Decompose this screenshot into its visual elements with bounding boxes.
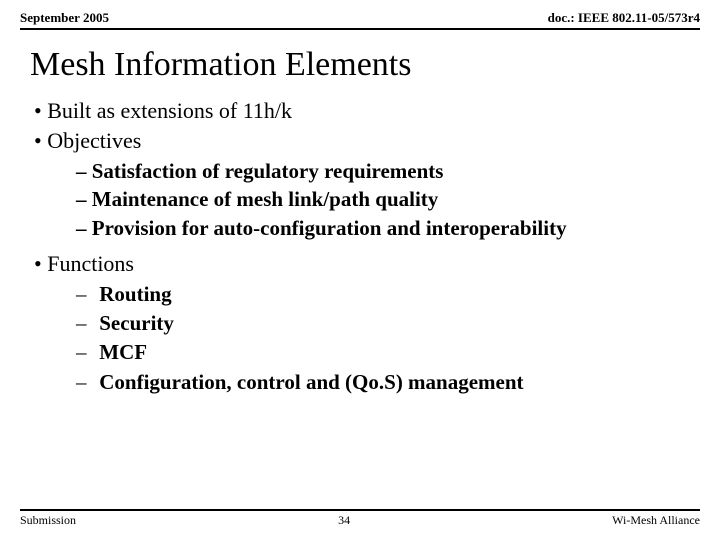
footer-page-number: 34 (76, 513, 612, 528)
slide-title: Mesh Information Elements (30, 46, 700, 84)
slide-header: September 2005 doc.: IEEE 802.11-05/573r… (20, 10, 700, 30)
slide-footer: Submission 34 Wi-Mesh Alliance (20, 509, 700, 528)
header-doc-id: doc.: IEEE 802.11-05/573r4 (548, 10, 700, 26)
sub-bullet-group: – Routing – Security – MCF – Configurati… (76, 281, 700, 396)
header-date: September 2005 (20, 10, 109, 26)
bullet-level-2: – Configuration, control and (Qo.S) mana… (76, 369, 700, 396)
footer-right: Wi-Mesh Alliance (612, 513, 700, 528)
bullet-level-2: – Routing (76, 281, 700, 308)
bullet-level-2: Maintenance of mesh link/path quality (76, 186, 700, 212)
bullet-level-2: Provision for auto-configuration and int… (76, 215, 700, 241)
sub-bullet-group: Satisfaction of regulatory requirements … (76, 158, 700, 241)
bullet-level-2: – MCF (76, 339, 700, 366)
footer-left: Submission (20, 513, 76, 528)
bullet-level-1: Objectives (30, 128, 700, 154)
slide-body: Built as extensions of 11h/k Objectives … (30, 98, 700, 396)
bullet-level-2: Satisfaction of regulatory requirements (76, 158, 700, 184)
bullet-level-1: Functions (30, 251, 700, 277)
bullet-level-2: – Security (76, 310, 700, 337)
bullet-level-1: Built as extensions of 11h/k (30, 98, 700, 124)
